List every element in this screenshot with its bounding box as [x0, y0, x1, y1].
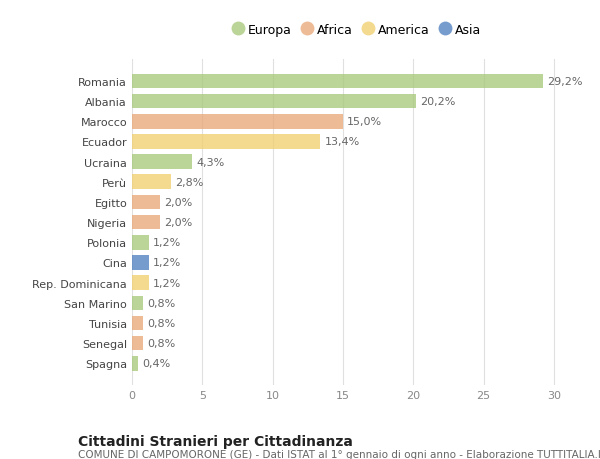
Text: 20,2%: 20,2%: [420, 97, 455, 107]
Text: 2,0%: 2,0%: [164, 197, 193, 207]
Text: 29,2%: 29,2%: [547, 77, 583, 87]
Bar: [132, 276, 149, 290]
Bar: [132, 74, 542, 89]
Legend: Europa, Africa, America, Asia: Europa, Africa, America, Asia: [233, 23, 481, 37]
Bar: [132, 296, 143, 310]
Bar: [132, 356, 137, 371]
Text: 4,3%: 4,3%: [197, 157, 225, 167]
Text: 0,8%: 0,8%: [148, 318, 176, 328]
Bar: [132, 155, 193, 169]
Bar: [132, 95, 416, 109]
Bar: [132, 195, 160, 210]
Text: COMUNE DI CAMPOMORONE (GE) - Dati ISTAT al 1° gennaio di ogni anno - Elaborazion: COMUNE DI CAMPOMORONE (GE) - Dati ISTAT …: [78, 449, 600, 459]
Text: Cittadini Stranieri per Cittadinanza: Cittadini Stranieri per Cittadinanza: [78, 434, 353, 448]
Text: 2,0%: 2,0%: [164, 218, 193, 228]
Bar: [132, 256, 149, 270]
Bar: [132, 115, 343, 129]
Text: 13,4%: 13,4%: [325, 137, 360, 147]
Text: 0,8%: 0,8%: [148, 338, 176, 348]
Text: 0,8%: 0,8%: [148, 298, 176, 308]
Text: 1,2%: 1,2%: [153, 258, 181, 268]
Bar: [132, 175, 172, 190]
Bar: [132, 336, 143, 351]
Bar: [132, 316, 143, 330]
Text: 2,8%: 2,8%: [176, 177, 204, 187]
Bar: [132, 135, 320, 149]
Bar: [132, 215, 160, 230]
Bar: [132, 235, 149, 250]
Text: 1,2%: 1,2%: [153, 278, 181, 288]
Text: 15,0%: 15,0%: [347, 117, 382, 127]
Text: 0,4%: 0,4%: [142, 358, 170, 369]
Text: 1,2%: 1,2%: [153, 238, 181, 248]
